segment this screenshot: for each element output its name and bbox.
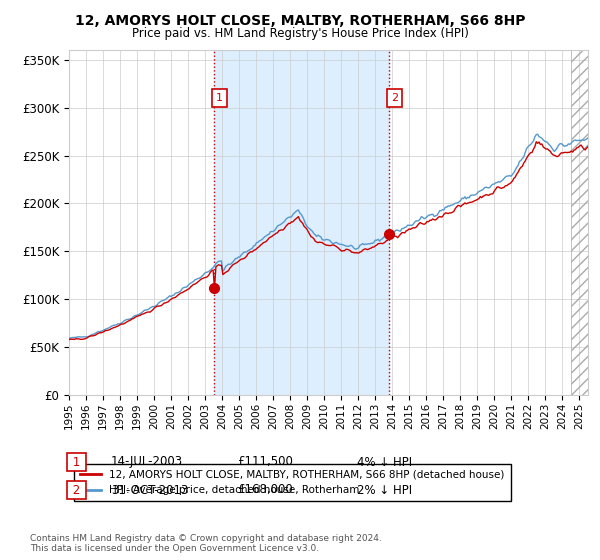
Text: 2% ↓ HPI: 2% ↓ HPI — [357, 483, 412, 497]
Text: £111,500: £111,500 — [237, 455, 293, 469]
Text: 2: 2 — [391, 93, 398, 103]
Text: 1: 1 — [69, 455, 84, 469]
Bar — [214, 50, 389, 395]
Text: 1: 1 — [216, 93, 223, 103]
Text: 4% ↓ HPI: 4% ↓ HPI — [357, 455, 412, 469]
Text: £168,000: £168,000 — [237, 483, 293, 497]
Bar — [571, 50, 588, 395]
Legend: 12, AMORYS HOLT CLOSE, MALTBY, ROTHERHAM, S66 8HP (detached house), HPI: Average: 12, AMORYS HOLT CLOSE, MALTBY, ROTHERHAM… — [74, 464, 511, 501]
Text: 2: 2 — [69, 483, 84, 497]
Bar — [571, 50, 588, 395]
Text: 31-OCT-2013: 31-OCT-2013 — [111, 483, 188, 497]
Text: 14-JUL-2003: 14-JUL-2003 — [111, 455, 183, 469]
Text: 12, AMORYS HOLT CLOSE, MALTBY, ROTHERHAM, S66 8HP: 12, AMORYS HOLT CLOSE, MALTBY, ROTHERHAM… — [75, 14, 525, 28]
Text: Price paid vs. HM Land Registry's House Price Index (HPI): Price paid vs. HM Land Registry's House … — [131, 27, 469, 40]
Text: Contains HM Land Registry data © Crown copyright and database right 2024.
This d: Contains HM Land Registry data © Crown c… — [30, 534, 382, 553]
